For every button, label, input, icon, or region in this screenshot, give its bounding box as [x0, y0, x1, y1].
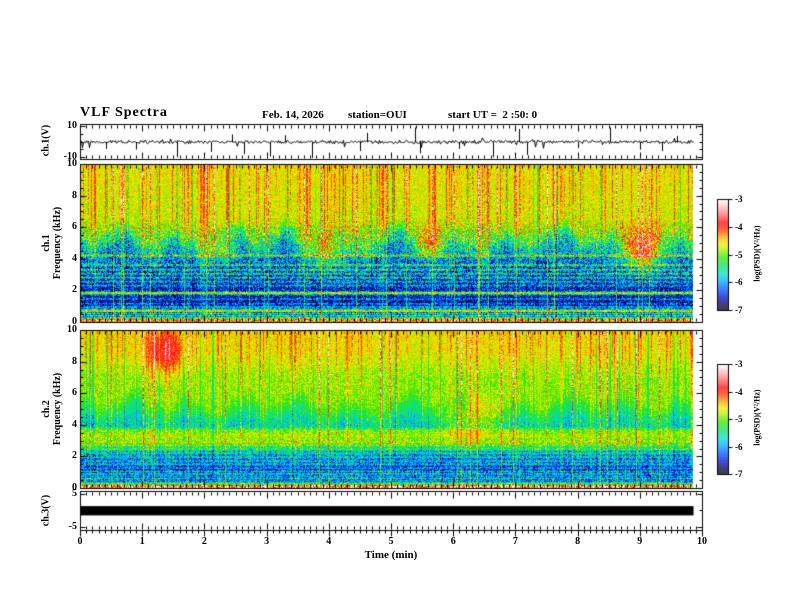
ch1-freq-tick-label: 2: [72, 284, 77, 296]
colorbar1-tick-label: -5: [735, 249, 743, 260]
plot-date: Feb. 14, 2026: [262, 109, 324, 121]
ch1-freq-tick-label: 0: [72, 316, 77, 327]
ch1-y-tick-label: 10: [67, 120, 77, 132]
colorbar2-tick-label: -6: [735, 441, 743, 452]
ch1-freq-tick-label: 4: [72, 252, 77, 264]
ch1-y-tick-label: -10: [63, 150, 77, 162]
x-tick-label: 0: [77, 536, 83, 547]
x-tick-label: 9: [637, 536, 643, 547]
colorbar2-tick-label: -5: [735, 414, 743, 424]
ch2-freq-tick-label: 8: [72, 355, 77, 367]
colorbar1-tick-label: -3: [735, 194, 743, 204]
colorbar2-tick-label: -4: [735, 386, 743, 397]
x-tick-label: 6: [450, 536, 456, 547]
x-tick-label: 3: [264, 536, 270, 547]
x-tick-label: 1: [139, 536, 145, 547]
station-label: station=OUI: [348, 109, 407, 121]
ch2-freq-tick-label: 10: [67, 324, 77, 335]
x-tick-label: 8: [575, 536, 581, 547]
colorbar2-tick-label: -3: [735, 359, 743, 369]
colorbar1-tick-label: -6: [735, 277, 743, 288]
ch3-y-tick-label: -5: [68, 520, 77, 532]
ch1-freq-tick-label: 10: [67, 158, 77, 169]
ch1-freq-tick-label: 8: [72, 189, 77, 201]
ch2-freq-tick-label: 2: [72, 450, 77, 462]
plot-title: VLF Spectra: [80, 105, 168, 120]
ch2-freq-tick-label: 4: [72, 418, 77, 430]
x-axis-label: Time (min): [364, 549, 418, 561]
x-tick-label: 7: [512, 536, 518, 547]
colorbar2-tick-label: -7: [735, 469, 743, 479]
ch2-freq-tick-label: 6: [72, 387, 77, 399]
ch3-y-tick-label: 5: [72, 487, 77, 499]
x-tick-label: 4: [326, 536, 332, 547]
ch2-freq-tick-label: 0: [72, 482, 77, 493]
colorbar1-tick-label: -7: [735, 305, 743, 315]
colorbar1-tick-label: -4: [735, 221, 743, 232]
ch1-freq-tick-label: 6: [72, 221, 77, 233]
x-tick-label: 5: [388, 536, 394, 547]
x-tick-label: 10: [697, 536, 707, 547]
start-ut-label: start UT = 2 :50: 0: [448, 109, 538, 121]
x-tick-label: 2: [201, 536, 207, 547]
